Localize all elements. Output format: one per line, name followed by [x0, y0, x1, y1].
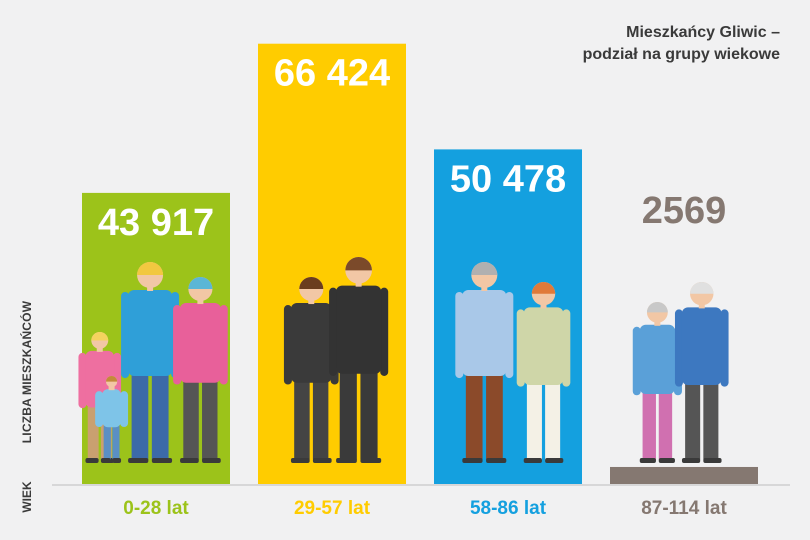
bar-2	[258, 43, 406, 485]
category-label-1: 0-28 lat	[123, 498, 189, 519]
bar-value-label-4: 2569	[642, 190, 727, 232]
people-illustration-4	[632, 282, 729, 463]
bar-value-label-2: 66 424	[274, 53, 390, 95]
bar-value-label-3: 50 478	[450, 158, 566, 200]
chart-title-line-2: podział na grupy wiekowe	[582, 46, 780, 63]
category-label-4: 87-114 lat	[641, 498, 727, 519]
category-label-3: 58-86 lat	[470, 498, 547, 519]
people-illustration-3	[455, 262, 571, 463]
bar-value-label-1: 43 917	[98, 202, 214, 244]
people-illustration-2	[283, 257, 389, 463]
category-label-2: 29-57 lat	[294, 498, 371, 519]
chart-title-line-1: Mieszkańcy Gliwic –	[626, 24, 780, 41]
people-illustration-1	[78, 262, 228, 463]
bar-4	[610, 466, 758, 484]
chart-title: Mieszkańcy Gliwic – podział na grupy wie…	[480, 22, 780, 66]
